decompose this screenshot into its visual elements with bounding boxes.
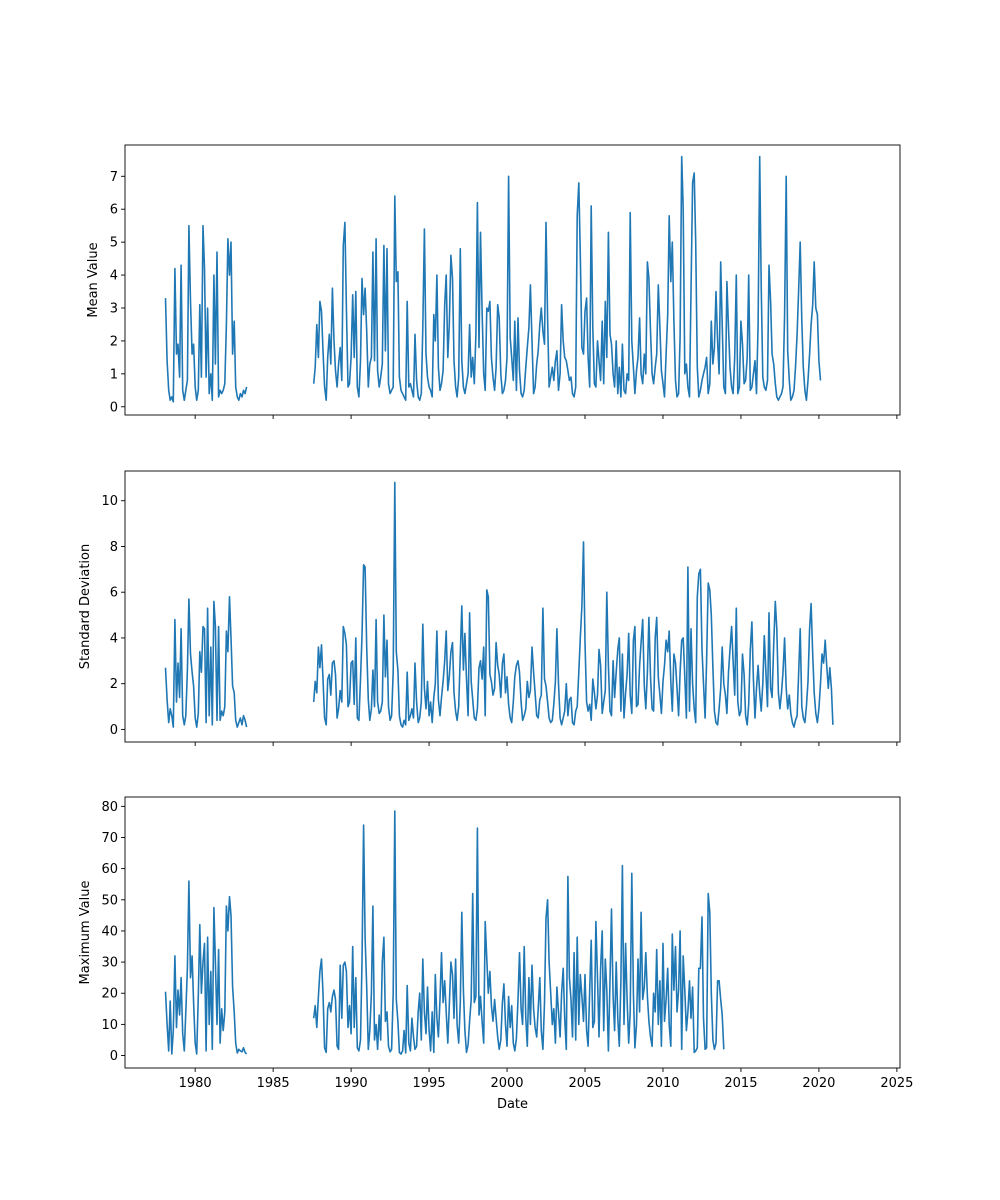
y-tick-label-mean: 3 (110, 301, 118, 316)
y-tick-label-mean: 6 (110, 203, 118, 218)
y-tick-label-std: 4 (110, 631, 118, 646)
series-line-std-segment-2 (312, 481, 834, 728)
y-tick-label-std: 2 (110, 677, 118, 692)
x-axis-label: Date (497, 1097, 528, 1112)
x-tick-label-max: 1985 (257, 1076, 290, 1091)
axes-frame-mean (124, 144, 901, 416)
axes-frame-max (124, 796, 901, 1069)
panel-std: 0 2 4 6 8 10 Standard Deviation (78, 470, 901, 746)
series-line-std-segment-1 (164, 596, 248, 728)
panel-max: 0 10 20 30 40 50 60 70 80 1980 1985 1990 1995 2000 200… (78, 796, 913, 1112)
y-tick-label-mean: 0 (110, 400, 118, 415)
x-tick-label-max: 2010 (646, 1076, 679, 1091)
x-tick-label-max: 2025 (880, 1076, 913, 1091)
y-tick-label-mean: 5 (110, 236, 118, 251)
y-tick-label-max: 70 (101, 831, 118, 846)
y-tick-label-max: 0 (110, 1049, 118, 1064)
y-axis-label-mean: Mean Value (86, 242, 101, 317)
y-axis-label-std: Standard Deviation (78, 544, 93, 669)
y-axis-label-max: Maximum Value (78, 881, 93, 985)
y-tick-label-mean: 4 (110, 269, 118, 284)
y-tick-label-std: 0 (110, 723, 118, 738)
x-tick-label-max: 1995 (413, 1076, 446, 1091)
x-tick-label-max: 2005 (568, 1076, 601, 1091)
y-tick-label-std: 8 (110, 540, 118, 555)
y-tick-label-max: 10 (101, 1018, 118, 1033)
x-tick-label-max: 2020 (802, 1076, 835, 1091)
subplot-stack: 0 1 2 3 4 5 6 7 Mean Value 0 2 4 6 8 10 Standard Deviat… (78, 144, 913, 1112)
y-tick-label-std: 10 (101, 494, 118, 509)
y-tick-label-max: 80 (101, 800, 118, 815)
series-line-mean-segment-2 (312, 155, 822, 401)
y-tick-label-mean: 2 (110, 334, 118, 349)
y-tick-label-mean: 7 (110, 170, 118, 185)
y-tick-label-mean: 1 (110, 367, 118, 382)
y-tick-label-max: 40 (101, 924, 118, 939)
y-tick-label-max: 50 (101, 893, 118, 908)
y-tick-label-max: 30 (101, 956, 118, 971)
series-line-max-segment-1 (164, 880, 248, 1055)
y-tick-label-std: 6 (110, 586, 118, 601)
series-line-mean-segment-1 (164, 224, 248, 403)
y-tick-label-max: 60 (101, 862, 118, 877)
axes-frame-std (124, 470, 901, 743)
x-tick-label-max: 2000 (490, 1076, 523, 1091)
x-tick-label-max: 1980 (179, 1076, 212, 1091)
x-tick-label-max: 1990 (335, 1076, 368, 1091)
series-line-max-segment-2 (312, 810, 725, 1055)
panel-mean: 0 1 2 3 4 5 6 7 Mean Value (86, 144, 901, 419)
x-tick-label-max: 2015 (724, 1076, 757, 1091)
y-tick-label-max: 20 (101, 987, 118, 1002)
